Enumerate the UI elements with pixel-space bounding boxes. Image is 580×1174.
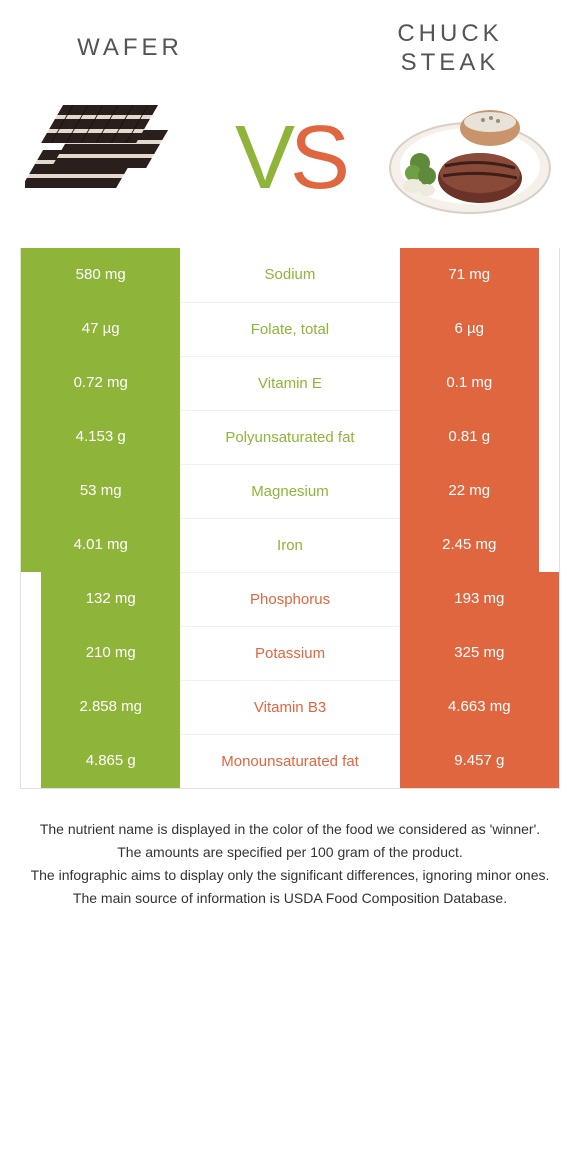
table-row: 580 mgSodium71 mg <box>21 248 559 302</box>
nutrient-name: Magnesium <box>180 464 399 518</box>
note-line-3: The infographic aims to display only the… <box>30 865 550 886</box>
table-row: 4.865 gMonounsaturated fat9.457 g <box>21 734 559 788</box>
note-line-2: The amounts are specified per 100 gram o… <box>30 842 550 863</box>
table-row: 210 mgPotassium325 mg <box>21 626 559 680</box>
value-left: 53 mg <box>21 464 180 518</box>
value-right: 9.457 g <box>400 734 559 788</box>
table-row: 2.858 mgVitamin B34.663 mg <box>21 680 559 734</box>
table-row: 132 mgPhosphorus193 mg <box>21 572 559 626</box>
steak-plate-illustration <box>385 88 555 228</box>
value-right: 325 mg <box>400 626 559 680</box>
nutrient-name: Vitamin B3 <box>180 680 399 734</box>
nutrient-name: Vitamin E <box>180 356 399 410</box>
value-left: 2.858 mg <box>41 680 180 734</box>
nutrient-name: Sodium <box>180 248 399 302</box>
vs-s: S <box>290 108 345 208</box>
vs-v: V <box>235 108 290 208</box>
table-row: 47 µgFolate, total6 µg <box>21 302 559 356</box>
note-line-1: The nutrient name is displayed in the co… <box>30 819 550 840</box>
value-left: 210 mg <box>41 626 180 680</box>
nutrient-name: Phosphorus <box>180 572 399 626</box>
images-row: VS <box>0 78 580 248</box>
nutrient-name: Polyunsaturated fat <box>180 410 399 464</box>
value-left: 4.01 mg <box>21 518 180 572</box>
value-left: 4.865 g <box>41 734 180 788</box>
table-row: 53 mgMagnesium22 mg <box>21 464 559 518</box>
value-left: 580 mg <box>21 248 180 302</box>
notes: The nutrient name is displayed in the co… <box>0 789 580 909</box>
value-right: 22 mg <box>400 464 539 518</box>
header: Wafer Chuck steak <box>0 0 580 78</box>
nutrient-name: Folate, total <box>180 302 399 356</box>
value-right: 2.45 mg <box>400 518 539 572</box>
value-right: 0.81 g <box>400 410 539 464</box>
nutrient-name: Potassium <box>180 626 399 680</box>
wafer-illustration <box>25 88 195 228</box>
nutrient-table: 580 mgSodium71 mg47 µgFolate, total6 µg0… <box>20 248 560 789</box>
table-row: 4.01 mgIron2.45 mg <box>21 518 559 572</box>
table-row: 0.72 mgVitamin E0.1 mg <box>21 356 559 410</box>
value-right: 6 µg <box>400 302 539 356</box>
value-left: 132 mg <box>41 572 180 626</box>
food-title-right: Chuck steak <box>360 20 540 78</box>
value-left: 4.153 g <box>21 410 180 464</box>
nutrient-name: Monounsaturated fat <box>180 734 399 788</box>
value-left: 0.72 mg <box>21 356 180 410</box>
value-left: 47 µg <box>21 302 180 356</box>
value-right: 71 mg <box>400 248 539 302</box>
value-right: 193 mg <box>400 572 559 626</box>
food-title-left: Wafer <box>40 34 220 63</box>
vs-label: VS <box>235 113 345 203</box>
nutrient-name: Iron <box>180 518 399 572</box>
value-right: 0.1 mg <box>400 356 539 410</box>
value-right: 4.663 mg <box>400 680 559 734</box>
table-row: 4.153 gPolyunsaturated fat0.81 g <box>21 410 559 464</box>
note-line-4: The main source of information is USDA F… <box>30 888 550 909</box>
